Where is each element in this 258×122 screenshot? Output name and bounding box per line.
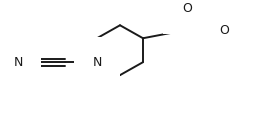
Text: O: O <box>182 2 192 15</box>
Text: N: N <box>92 56 102 69</box>
Text: O: O <box>219 24 229 37</box>
Text: N: N <box>13 56 23 69</box>
